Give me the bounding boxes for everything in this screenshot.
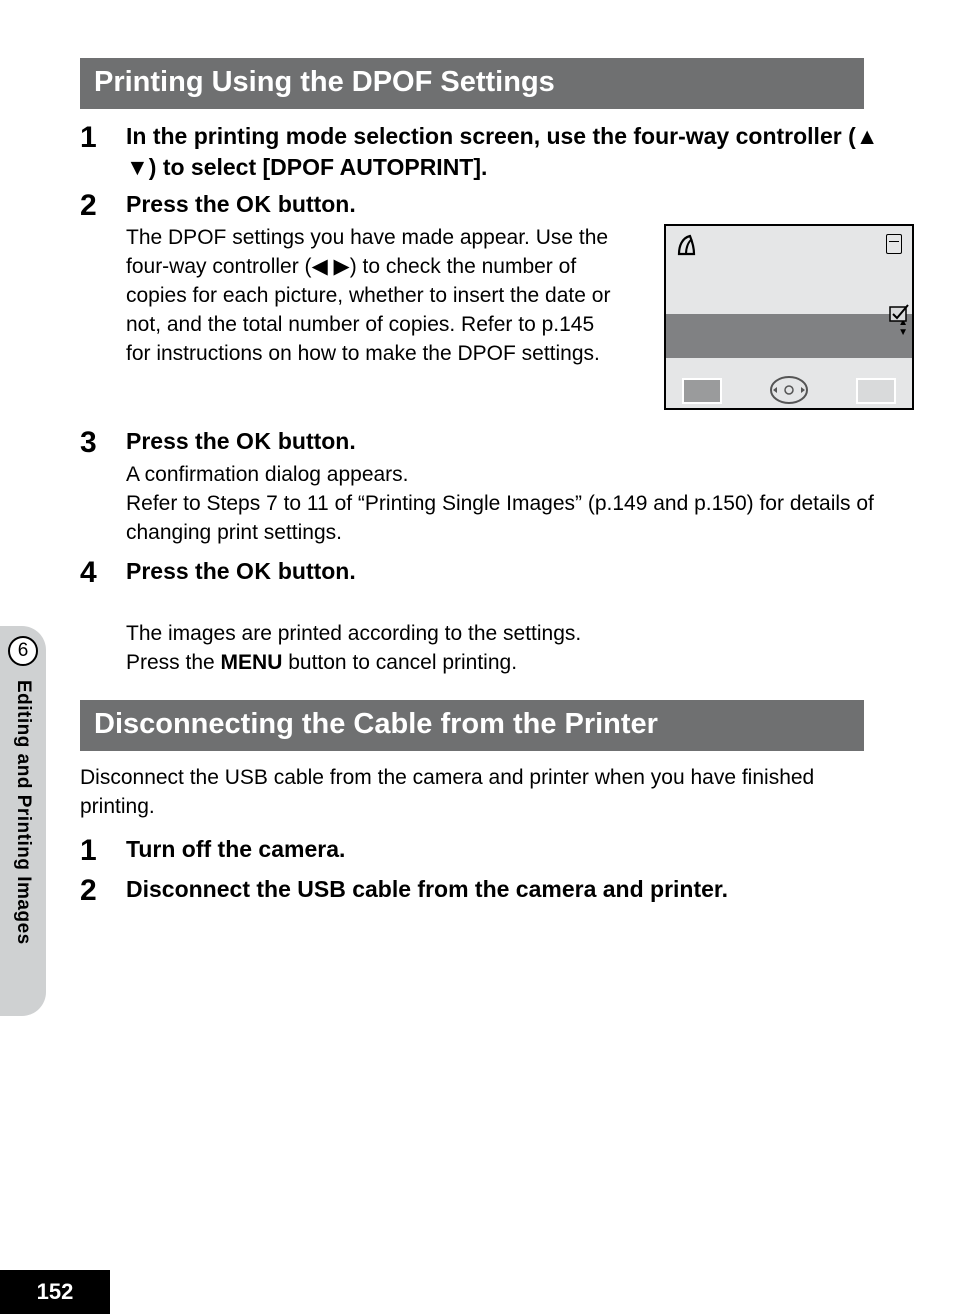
ok-label: OK <box>236 191 272 217</box>
step-number: 1 <box>80 121 126 156</box>
step-1-title: In the printing mode selection screen, u… <box>126 121 914 183</box>
figure-inset-left <box>682 378 722 404</box>
figure-inset-right <box>856 378 896 404</box>
step-1: 1 In the printing mode selection screen,… <box>80 121 914 183</box>
chapter-title-vertical: Editing and Printing Images <box>12 680 34 945</box>
step-4-title: Press the OK button. <box>126 556 914 587</box>
chapter-number-badge: 6 <box>8 636 38 666</box>
ok-label: OK <box>236 428 272 454</box>
step-number: 2 <box>80 874 126 909</box>
camera-screen-figure: ▲▼ <box>664 224 914 410</box>
pictbridge-icon <box>676 234 704 256</box>
step-2-desc: The DPOF settings you have made appear. … <box>126 224 616 369</box>
manual-page: Printing Using the DPOF Settings 1 In th… <box>0 0 954 1314</box>
step-2-title: Press the OK button. <box>126 189 914 220</box>
step-3-desc: A confirmation dialog appears. Refer to … <box>126 461 914 548</box>
step-number: 4 <box>80 556 126 591</box>
step-number: 1 <box>80 834 126 869</box>
memory-card-icon <box>886 234 902 254</box>
step-3: 3 Press the OK button. A confirmation di… <box>80 426 914 548</box>
step-number: 2 <box>80 189 126 224</box>
page-number-footer: 152 <box>0 1270 110 1314</box>
menu-label: MENU <box>221 651 283 674</box>
step-2: 2 Press the OK button. ▲▼ <box>80 189 914 416</box>
checkbox-checked-icon <box>886 304 914 324</box>
section-2-intro: Disconnect the USB cable from the camera… <box>80 763 864 822</box>
s2-step-1: 1 Turn off the camera. <box>80 834 914 869</box>
s2-step-2-title: Disconnect the USB cable from the camera… <box>126 874 914 905</box>
four-way-dial-icon <box>767 374 811 406</box>
section-heading-text: Disconnecting the Cable from the Printer <box>94 708 658 740</box>
section-heading-text: Printing Using the DPOF Settings <box>94 66 555 98</box>
s2-step-1-title: Turn off the camera. <box>126 834 914 865</box>
ok-label: OK <box>236 558 272 584</box>
step-number: 3 <box>80 426 126 461</box>
section-heading-disconnect: Disconnecting the Cable from the Printer <box>80 700 864 751</box>
step-4: 4 Press the OK button. The images are pr… <box>80 556 914 678</box>
step-4-desc: The images are printed according to the … <box>126 591 914 678</box>
s2-step-2: 2 Disconnect the USB cable from the came… <box>80 874 914 909</box>
chapter-side-tab: 6 Editing and Printing Images <box>0 626 46 1016</box>
step-3-title: Press the OK button. <box>126 426 914 457</box>
section-heading-dpof: Printing Using the DPOF Settings <box>80 58 864 109</box>
